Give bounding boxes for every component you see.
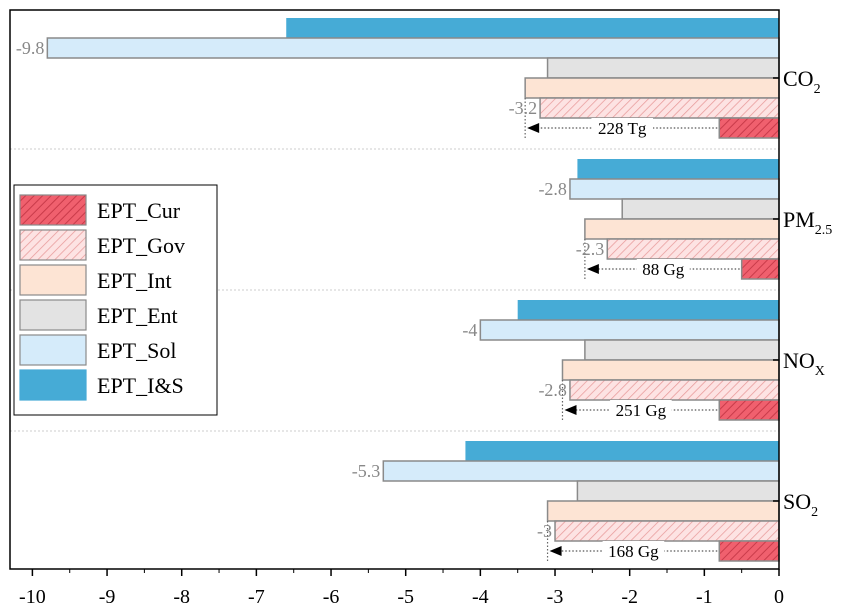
bar-pm25-ept_cur — [740, 258, 780, 280]
legend: EPT_Cur EPT_Gov EPT_Int EPT_Ent EPT_Sol EPT_I… — [13, 184, 218, 416]
x-axis-ticks: -10 -9 -8 -7 -6 -5 -4 -3 -2 -1 0 — [19, 569, 784, 608]
legend-label-ept_int: EPT_Int — [97, 268, 172, 293]
plot-frame — [9, 9, 780, 570]
bar-nox-ept_ent — [584, 339, 780, 361]
bar-pm25-ept_sol — [569, 178, 780, 200]
bar-nox-ept_gov — [569, 379, 780, 401]
bar-co2-ept_int — [524, 77, 780, 99]
annotation-label-bg-co2 — [591, 118, 654, 138]
legend-swatch-ept_iands — [19, 369, 87, 401]
x-tick-label-0: -10 — [19, 586, 46, 608]
legend-swatch-ept_ent — [19, 299, 87, 331]
x-tick-label-2: -8 — [173, 586, 190, 608]
bar-co2-ept_ent — [546, 57, 780, 79]
legend-label-ept_iands: EPT_I&S — [97, 373, 184, 398]
data-label-so2-ept_gov: -3 — [537, 521, 552, 541]
legend-swatch-ept_sol — [19, 334, 87, 366]
category-labels: CO2 PM2.5 NOX SO2 — [773, 66, 832, 520]
annotation-label-bg-nox — [610, 400, 672, 420]
bar-nox-ept_iands — [517, 300, 779, 320]
x-tick-label-4: -6 — [323, 586, 340, 608]
annotation-label-co2: 228 Tg — [598, 119, 647, 138]
category-label-pm25: PM2.5 — [783, 207, 832, 238]
bar-so2-ept_cur — [718, 540, 780, 562]
x-tick-label-5: -5 — [397, 586, 414, 608]
x-tick-label-6: -4 — [472, 586, 489, 608]
bar-co2-ept_iands — [286, 18, 779, 38]
data-label-co2-ept_gov: -3.2 — [509, 98, 538, 118]
legend-swatch-ept_cur — [19, 194, 87, 226]
bar-nox-ept_sol — [479, 319, 780, 341]
annotation-label-bg-so2 — [602, 541, 665, 561]
annotation-arrowhead-nox — [564, 405, 577, 415]
x-tick-label-3: -7 — [248, 586, 265, 608]
category-label-so2: SO2 — [783, 489, 818, 520]
bar-pm25-ept_int — [584, 218, 780, 240]
bar-so2-ept_int — [546, 500, 780, 522]
legend-label-ept_cur: EPT_Cur — [97, 198, 181, 223]
x-tick-label-9: -1 — [696, 586, 713, 608]
bar-so2-ept_gov — [554, 520, 780, 542]
x-tick-label-7: -3 — [547, 586, 564, 608]
annotation-arrowhead-so2 — [549, 546, 562, 556]
bar-pm25-ept_gov — [606, 238, 780, 260]
bar-pm25-ept_ent — [621, 198, 780, 220]
annotation-label-so2: 168 Gg — [608, 542, 659, 561]
legend-swatch-ept_int — [19, 264, 87, 296]
annotation-label-pm25: 88 Gg — [642, 260, 685, 279]
data-label-pm25-ept_sol: -2.8 — [538, 179, 567, 199]
x-tick-label-8: -2 — [621, 586, 638, 608]
data-label-pm25-ept_gov: -2.3 — [576, 239, 605, 259]
bar-nox-ept_int — [561, 359, 780, 381]
bars-layer — [46, 18, 780, 562]
annotation-arrowhead-pm25 — [586, 264, 599, 274]
annotation-label-nox: 251 Gg — [616, 401, 667, 420]
bar-so2-ept_sol — [382, 460, 780, 482]
bar-nox-ept_cur — [718, 399, 780, 421]
data-label-so2-ept_sol: -5.3 — [352, 461, 381, 481]
bar-so2-ept_ent — [576, 480, 780, 502]
legend-swatch-ept_gov — [19, 229, 87, 261]
x-tick-label-10: 0 — [774, 586, 784, 608]
bar-so2-ept_iands — [465, 441, 779, 461]
bar-co2-ept_gov — [539, 97, 780, 119]
bar-co2-ept_cur — [718, 117, 780, 139]
legend-label-ept_ent: EPT_Ent — [97, 303, 178, 328]
data-label-co2-ept_sol: -9.8 — [16, 38, 45, 58]
data-label-nox-ept_gov: -2.8 — [538, 380, 567, 400]
data-labels-layer: -9.8 -3.2 -2.8 -2.3 -4 -2.8 -5.3 -3 — [16, 38, 604, 541]
annotations-layer: 228 Tg 88 Gg 251 Gg 168 Gg — [524, 98, 740, 563]
category-label-nox: NOX — [783, 348, 825, 379]
x-tick-label-1: -9 — [99, 586, 116, 608]
annotation-label-bg-pm25 — [636, 259, 690, 279]
category-label-co2: CO2 — [783, 66, 821, 97]
axes-layer — [9, 9, 780, 570]
annotation-arrowhead-co2 — [527, 123, 540, 133]
data-label-nox-ept_sol: -4 — [462, 320, 477, 340]
legend-label-ept_gov: EPT_Gov — [97, 233, 185, 258]
legend-label-ept_sol: EPT_Sol — [97, 338, 176, 363]
bar-pm25-ept_iands — [577, 159, 779, 179]
bar-co2-ept_sol — [46, 37, 780, 59]
